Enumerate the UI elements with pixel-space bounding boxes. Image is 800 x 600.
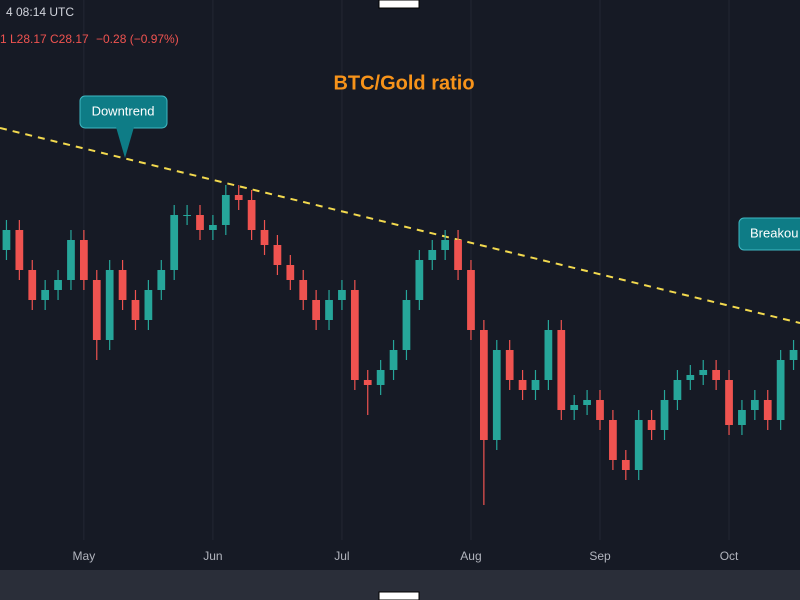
candle-body bbox=[583, 400, 591, 405]
candle-body bbox=[454, 240, 462, 270]
candle-body bbox=[363, 380, 372, 385]
candle-body bbox=[299, 280, 308, 300]
x-tick-label: Jul bbox=[334, 549, 349, 563]
candle-body bbox=[673, 380, 682, 400]
candle-body bbox=[338, 290, 346, 300]
candle-body bbox=[325, 300, 333, 320]
candle-body bbox=[209, 225, 217, 230]
candle-body bbox=[54, 280, 62, 290]
chart-title: BTC/Gold ratio bbox=[333, 72, 474, 94]
annotation: Downtrend bbox=[92, 103, 155, 118]
candle-body bbox=[738, 410, 746, 425]
x-tick-label: Aug bbox=[460, 549, 481, 563]
candle-body bbox=[131, 300, 140, 320]
candle-body bbox=[480, 330, 488, 440]
candle-body bbox=[273, 245, 282, 265]
x-tick-label: Oct bbox=[720, 549, 739, 563]
handle bbox=[378, 0, 420, 9]
candle-body bbox=[557, 330, 566, 410]
candle-body bbox=[531, 380, 540, 390]
candle-body bbox=[467, 270, 475, 330]
candle-body bbox=[725, 380, 733, 425]
candle-body bbox=[441, 240, 450, 250]
x-tick-label: May bbox=[73, 549, 96, 563]
candle-body bbox=[415, 260, 424, 300]
candle-body bbox=[544, 330, 553, 380]
candle-body bbox=[712, 370, 720, 380]
timestamp: 4 08:14 UTC bbox=[6, 5, 74, 19]
candle-body bbox=[144, 290, 153, 320]
candle-body bbox=[376, 370, 385, 385]
callout: Breakou bbox=[738, 217, 800, 251]
candle-body bbox=[389, 350, 398, 370]
annotation: Breakou bbox=[750, 225, 798, 240]
x-tick-label: Sep bbox=[589, 549, 611, 563]
candle-body bbox=[170, 215, 179, 270]
candle-body bbox=[183, 215, 191, 216]
handle bbox=[378, 591, 420, 600]
candle-body bbox=[15, 230, 24, 270]
candle-body bbox=[312, 300, 320, 320]
candle-body bbox=[41, 290, 50, 300]
candle-body bbox=[118, 270, 127, 300]
candle-body bbox=[570, 405, 579, 410]
candle-body bbox=[776, 360, 785, 420]
candle-body bbox=[196, 215, 204, 230]
candle-body bbox=[621, 460, 630, 470]
candle-body bbox=[699, 370, 708, 375]
candle-body bbox=[402, 300, 411, 350]
candle-body bbox=[505, 350, 514, 380]
candle-body bbox=[350, 290, 359, 380]
candle-body bbox=[647, 420, 656, 430]
candle-body bbox=[247, 200, 256, 230]
ohlc-fragment: 1 bbox=[0, 32, 7, 46]
candle-body bbox=[67, 240, 75, 280]
candle-body bbox=[750, 400, 759, 410]
callout: Downtrend bbox=[79, 95, 168, 158]
candle-body bbox=[596, 400, 604, 420]
candle-body bbox=[428, 250, 437, 260]
candle-body bbox=[105, 270, 114, 340]
candle-body bbox=[260, 230, 269, 245]
candle-body bbox=[492, 350, 501, 440]
candle-body bbox=[518, 380, 527, 390]
candle-body bbox=[157, 270, 166, 290]
candle-body bbox=[92, 280, 101, 340]
candle-body bbox=[686, 375, 695, 380]
x-tick-label: Jun bbox=[203, 549, 222, 563]
ohlc-low: L28.17 bbox=[10, 32, 47, 46]
candle-body bbox=[609, 420, 617, 460]
candle-body bbox=[221, 195, 230, 225]
candle-body bbox=[234, 195, 243, 200]
candle-body bbox=[286, 265, 295, 280]
ohlc-close: C28.17 bbox=[50, 32, 89, 46]
candle-body bbox=[2, 230, 11, 250]
ohlc-change: −0.28 (−0.97%) bbox=[96, 32, 179, 46]
candle-body bbox=[763, 400, 772, 420]
candle-body bbox=[634, 420, 643, 470]
candle-body bbox=[789, 350, 798, 360]
candle-body bbox=[660, 400, 669, 430]
candle-body bbox=[80, 240, 88, 280]
candle-body bbox=[28, 270, 37, 300]
